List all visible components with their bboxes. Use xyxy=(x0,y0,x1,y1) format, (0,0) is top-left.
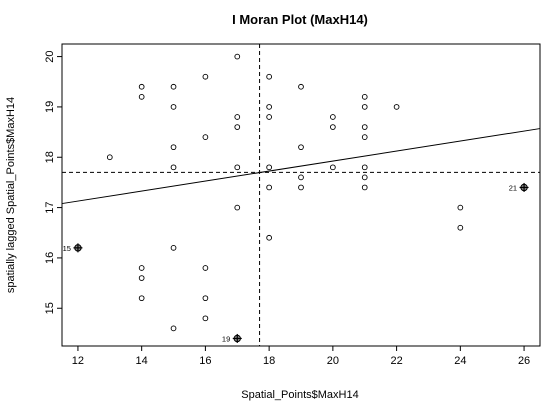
data-point xyxy=(330,114,336,120)
data-point xyxy=(266,104,272,110)
data-point xyxy=(234,164,241,171)
data-point xyxy=(138,295,145,302)
data-point xyxy=(266,73,272,80)
x-tick-label: 16 xyxy=(199,355,211,367)
x-tick-label: 20 xyxy=(327,355,339,367)
data-point xyxy=(330,164,336,171)
influential-point-label: 15 xyxy=(63,244,71,253)
y-axis: 15 16 17 18 19 20 xyxy=(44,50,62,314)
data-point xyxy=(361,164,368,171)
data-point xyxy=(330,124,336,130)
y-tick-label: 18 xyxy=(44,151,56,163)
chart-title: I Moran Plot (MaxH14) xyxy=(232,12,368,27)
data-point xyxy=(170,83,177,90)
influential-point-label: 21 xyxy=(509,183,517,192)
plot-frame xyxy=(61,43,541,347)
data-point xyxy=(298,174,304,181)
x-tick-label: 22 xyxy=(390,355,402,367)
mean-reference-lines xyxy=(62,44,540,346)
data-point xyxy=(266,164,272,171)
data-point xyxy=(170,164,177,171)
data-point xyxy=(266,234,272,241)
data-point xyxy=(106,154,113,161)
data-point xyxy=(361,93,368,100)
data-points xyxy=(106,53,464,332)
data-point xyxy=(457,204,464,211)
data-point xyxy=(298,184,304,191)
y-tick-label: 20 xyxy=(44,50,56,62)
influential-point-label: 19 xyxy=(222,334,230,343)
data-point xyxy=(266,114,272,120)
data-point xyxy=(266,184,272,191)
data-point xyxy=(393,104,400,110)
y-axis-label: spatially lagged Spatial_Points$MaxH14 xyxy=(5,97,17,293)
data-point xyxy=(234,204,241,211)
regression-line xyxy=(61,128,541,205)
data-point xyxy=(298,144,304,151)
data-point xyxy=(361,184,368,191)
x-tick-label: 18 xyxy=(263,355,275,367)
data-point xyxy=(170,144,177,151)
data-point xyxy=(234,114,241,120)
data-point xyxy=(361,174,368,181)
data-point xyxy=(234,53,241,60)
data-point xyxy=(202,265,209,271)
data-point xyxy=(138,93,145,100)
data-point xyxy=(361,134,368,140)
regression-line-group xyxy=(61,128,541,205)
x-tick-label: 26 xyxy=(518,355,530,367)
data-point xyxy=(202,134,209,140)
y-tick-label: 16 xyxy=(44,252,56,264)
data-point xyxy=(298,83,304,90)
data-point xyxy=(170,245,177,251)
data-point xyxy=(202,73,209,80)
influential-points: 15 19 21 xyxy=(63,182,529,343)
data-point xyxy=(202,295,209,302)
data-point xyxy=(202,315,209,322)
x-tick-label: 24 xyxy=(454,355,466,367)
data-point xyxy=(170,104,177,110)
data-point xyxy=(234,124,241,130)
y-tick-label: 19 xyxy=(44,101,56,113)
data-point xyxy=(361,124,368,130)
data-point xyxy=(138,83,145,90)
data-point xyxy=(361,104,368,110)
data-point xyxy=(138,275,145,281)
data-point xyxy=(170,325,177,332)
y-tick-label: 15 xyxy=(44,302,56,314)
data-point xyxy=(457,224,464,231)
data-point xyxy=(138,265,145,271)
x-tick-label: 14 xyxy=(136,355,148,367)
x-axis: 12 14 16 18 20 22 24 26 xyxy=(72,346,530,367)
x-axis-label: Spatial_Points$MaxH14 xyxy=(241,389,358,401)
y-tick-label: 17 xyxy=(44,201,56,213)
x-tick-label: 12 xyxy=(72,355,84,367)
